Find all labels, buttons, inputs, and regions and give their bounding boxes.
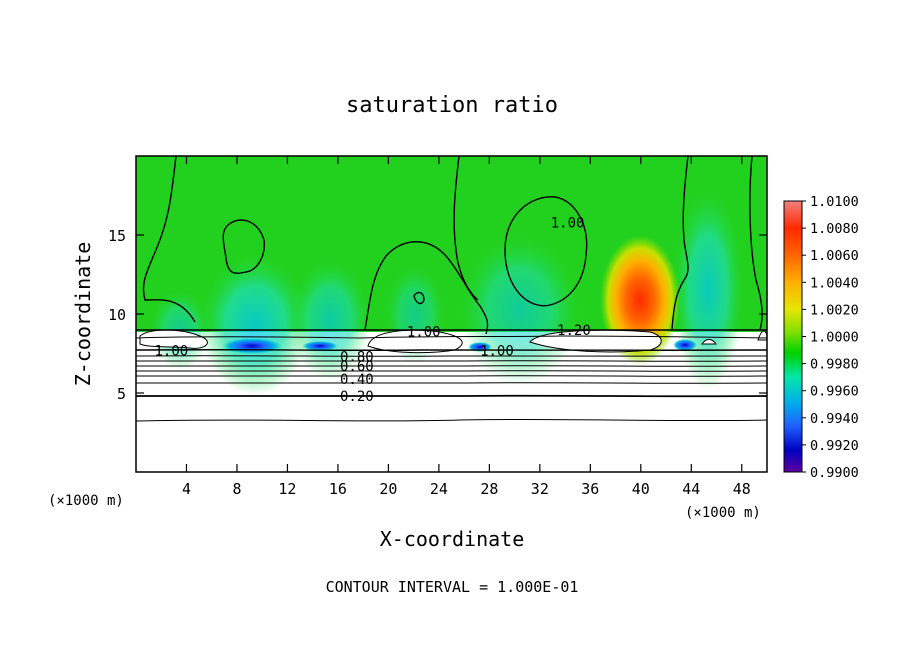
contour-label: 0.40 bbox=[340, 372, 374, 388]
x-tick-label: 4 bbox=[182, 480, 191, 498]
x-tick-label: 28 bbox=[480, 480, 498, 498]
cool-patch bbox=[200, 255, 310, 395]
contour-interval-note: CONTOUR INTERVAL = 1.000E-01 bbox=[326, 578, 579, 596]
x-tick-label: 16 bbox=[329, 480, 347, 498]
contour-lines-upper bbox=[142, 156, 763, 335]
contour-labels: 1.00 1.00 1.00 1.00 1.20 0.800.600.400.20 bbox=[154, 215, 590, 405]
colorbar-labels: 1.0100 1.0080 1.0060 1.0040 1.0020 1.0000 0.99… bbox=[802, 194, 859, 481]
colorbar-level-label: 1.0060 bbox=[810, 248, 859, 264]
contour-label: 0.60 bbox=[340, 359, 374, 375]
x-tick-label: 12 bbox=[278, 480, 296, 498]
colorbar-level-label: 0.9960 bbox=[810, 384, 859, 400]
contour-label: 0.20 bbox=[340, 389, 374, 405]
dry-patch bbox=[673, 339, 697, 351]
contour-label: 1.00 bbox=[480, 343, 514, 359]
x-unit-left: (×1000 m) bbox=[48, 493, 124, 509]
y-tick-label: 15 bbox=[108, 227, 126, 245]
y-tick-label: 10 bbox=[108, 306, 126, 324]
cool-patch bbox=[460, 235, 580, 385]
contour-label: 0.80 bbox=[340, 350, 374, 366]
y-tick-label: 5 bbox=[117, 385, 126, 403]
x-tick-label: 44 bbox=[682, 480, 700, 498]
x-tick-label: 20 bbox=[379, 480, 397, 498]
x-axis-label: X-coordinate bbox=[380, 527, 525, 551]
contour-label: 1.20 bbox=[557, 323, 591, 339]
x-unit-right: (×1000 m) bbox=[685, 505, 761, 521]
colorbar-level-label: 0.9920 bbox=[810, 438, 859, 454]
plot-area: 1.00 1.00 1.00 1.00 1.20 0.800.600.400.20 bbox=[136, 156, 767, 472]
x-tick-label: 48 bbox=[733, 480, 751, 498]
dry-patch bbox=[222, 338, 282, 354]
colorbar-level-label: 0.9900 bbox=[810, 465, 859, 481]
colorbar-level-label: 1.0020 bbox=[810, 302, 859, 318]
colorbar: 1.0100 1.0080 1.0060 1.0040 1.0020 1.0000 0.99… bbox=[783, 194, 859, 481]
contour-lines-lower bbox=[136, 329, 767, 422]
x-tick-label: 8 bbox=[232, 480, 241, 498]
x-tick-label: 40 bbox=[632, 480, 650, 498]
colorbar-level-label: 1.0000 bbox=[810, 330, 859, 346]
cloud-blob bbox=[701, 339, 717, 345]
x-tick-label: 36 bbox=[581, 480, 599, 498]
colorbar-level-label: 1.0080 bbox=[810, 221, 859, 237]
x-tick-label: 24 bbox=[430, 480, 448, 498]
contour-label: 1.00 bbox=[154, 343, 188, 359]
colorbar-ramp bbox=[783, 200, 803, 473]
colorbar-level-label: 1.0100 bbox=[810, 194, 859, 210]
cloud-blob bbox=[367, 329, 463, 354]
y-axis: 5 10 15 bbox=[108, 227, 767, 403]
x-axis: 4 8 12 16 20 24 28 32 36 40 44 48 bbox=[182, 156, 751, 498]
contour-label: 1.00 bbox=[407, 324, 441, 340]
chart-title: saturation ratio bbox=[346, 93, 558, 118]
colorbar-level-label: 0.9980 bbox=[810, 357, 859, 373]
colorbar-level-label: 0.9940 bbox=[810, 411, 859, 427]
contour-label: 1.00 bbox=[551, 215, 585, 231]
y-axis-label: Z-coordinate bbox=[71, 242, 95, 387]
colorbar-level-label: 1.0040 bbox=[810, 275, 859, 291]
dry-patch bbox=[302, 341, 338, 351]
x-tick-label: 32 bbox=[531, 480, 549, 498]
